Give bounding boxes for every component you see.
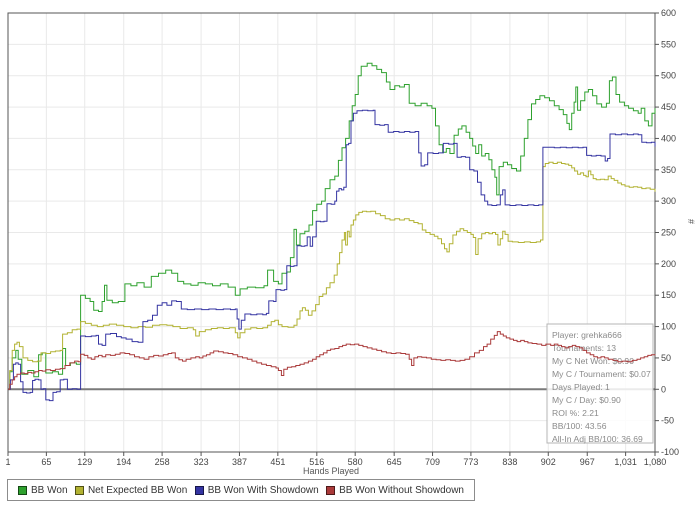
legend-swatch-icon <box>194 485 204 495</box>
player-stats-line: ROI %: 2.21 <box>552 408 599 418</box>
x-axis-title: Hands Played <box>303 466 359 476</box>
legend-label: BB Won Without Showdown <box>339 484 464 496</box>
x-tick-label: 645 <box>387 457 402 467</box>
x-tick-label: 838 <box>502 457 517 467</box>
legend-label: BB Won <box>31 484 68 496</box>
x-tick-label: 194 <box>116 457 131 467</box>
x-tick-label: 1 <box>5 457 10 467</box>
y-tick-label: 50 <box>661 353 671 363</box>
x-tick-label: 902 <box>541 457 556 467</box>
y-tick-label: 550 <box>661 39 676 49</box>
legend-swatch-icon <box>74 485 84 495</box>
series-line-bb-won-without-showdown <box>8 331 656 390</box>
y-tick-label: 100 <box>661 322 676 332</box>
legend-item-bb-won-with-showdown: BB Won With Showdown <box>194 484 319 496</box>
y-tick-label: 300 <box>661 196 676 206</box>
y-tick-label: -100 <box>661 447 679 457</box>
y-tick-label: 500 <box>661 71 676 81</box>
player-stats-line: All-In Adj BB/100: 36.69 <box>552 434 643 444</box>
y-axis-title: # <box>686 219 696 224</box>
player-stats-line: My C / Tournament: $0.07 <box>552 369 651 379</box>
x-tick-label: 773 <box>463 457 478 467</box>
x-tick-label: 258 <box>155 457 170 467</box>
x-tick-label: 967 <box>580 457 595 467</box>
legend-swatch-icon <box>326 485 336 495</box>
player-stats-line: My C / Day: $0.90 <box>552 395 621 405</box>
legend-item-bb-won: BB Won <box>18 485 68 496</box>
y-tick-label: 600 <box>661 8 676 18</box>
x-tick-label: 323 <box>194 457 209 467</box>
y-tick-label: 250 <box>661 228 676 238</box>
y-tick-label: 150 <box>661 290 676 300</box>
chart-legend: BB Won Net Expected BB Won BB Won With Sho… <box>7 479 475 501</box>
legend-label: Net Expected BB Won <box>87 484 188 496</box>
x-tick-label: 1,080 <box>644 457 667 467</box>
x-tick-label: 451 <box>270 457 285 467</box>
x-tick-label: 1,031 <box>614 457 637 467</box>
player-stats-box <box>546 323 654 444</box>
legend-swatch-icon <box>18 485 27 495</box>
y-tick-label: 200 <box>661 259 676 269</box>
legend-item-bb-won-without-showdown: BB Won Without Showdown <box>326 485 464 496</box>
x-tick-label: 65 <box>41 457 51 467</box>
x-tick-label: 709 <box>425 457 440 467</box>
x-tick-label: 387 <box>232 457 247 467</box>
series-line-bb-won-with-showdown <box>8 109 656 402</box>
legend-item-net-expected-bb-won: Net Expected BB Won <box>74 484 188 496</box>
series-line-bb-won <box>8 62 656 390</box>
y-tick-label: 0 <box>661 384 666 394</box>
y-tick-label: 400 <box>661 133 676 143</box>
y-tick-label: 350 <box>661 165 676 175</box>
legend-label: BB Won With Showdown <box>207 484 319 496</box>
x-tick-label: 580 <box>348 457 363 467</box>
y-tick-label: 450 <box>661 102 676 112</box>
x-tick-label: 129 <box>77 457 92 467</box>
player-stats-line: Player: grehka666 <box>552 330 622 340</box>
player-stats-line: Tournaments: 13 <box>552 343 616 353</box>
player-stats-line: BB/100: 43.56 <box>552 421 607 431</box>
player-stats-line: My C Net Won: $0.90 <box>552 356 634 366</box>
series-line-net-expected-bb-won <box>8 161 656 390</box>
y-tick-label: -50 <box>661 416 674 426</box>
x-tick-label: 516 <box>309 457 324 467</box>
player-stats-line: Days Played: 1 <box>552 382 610 392</box>
